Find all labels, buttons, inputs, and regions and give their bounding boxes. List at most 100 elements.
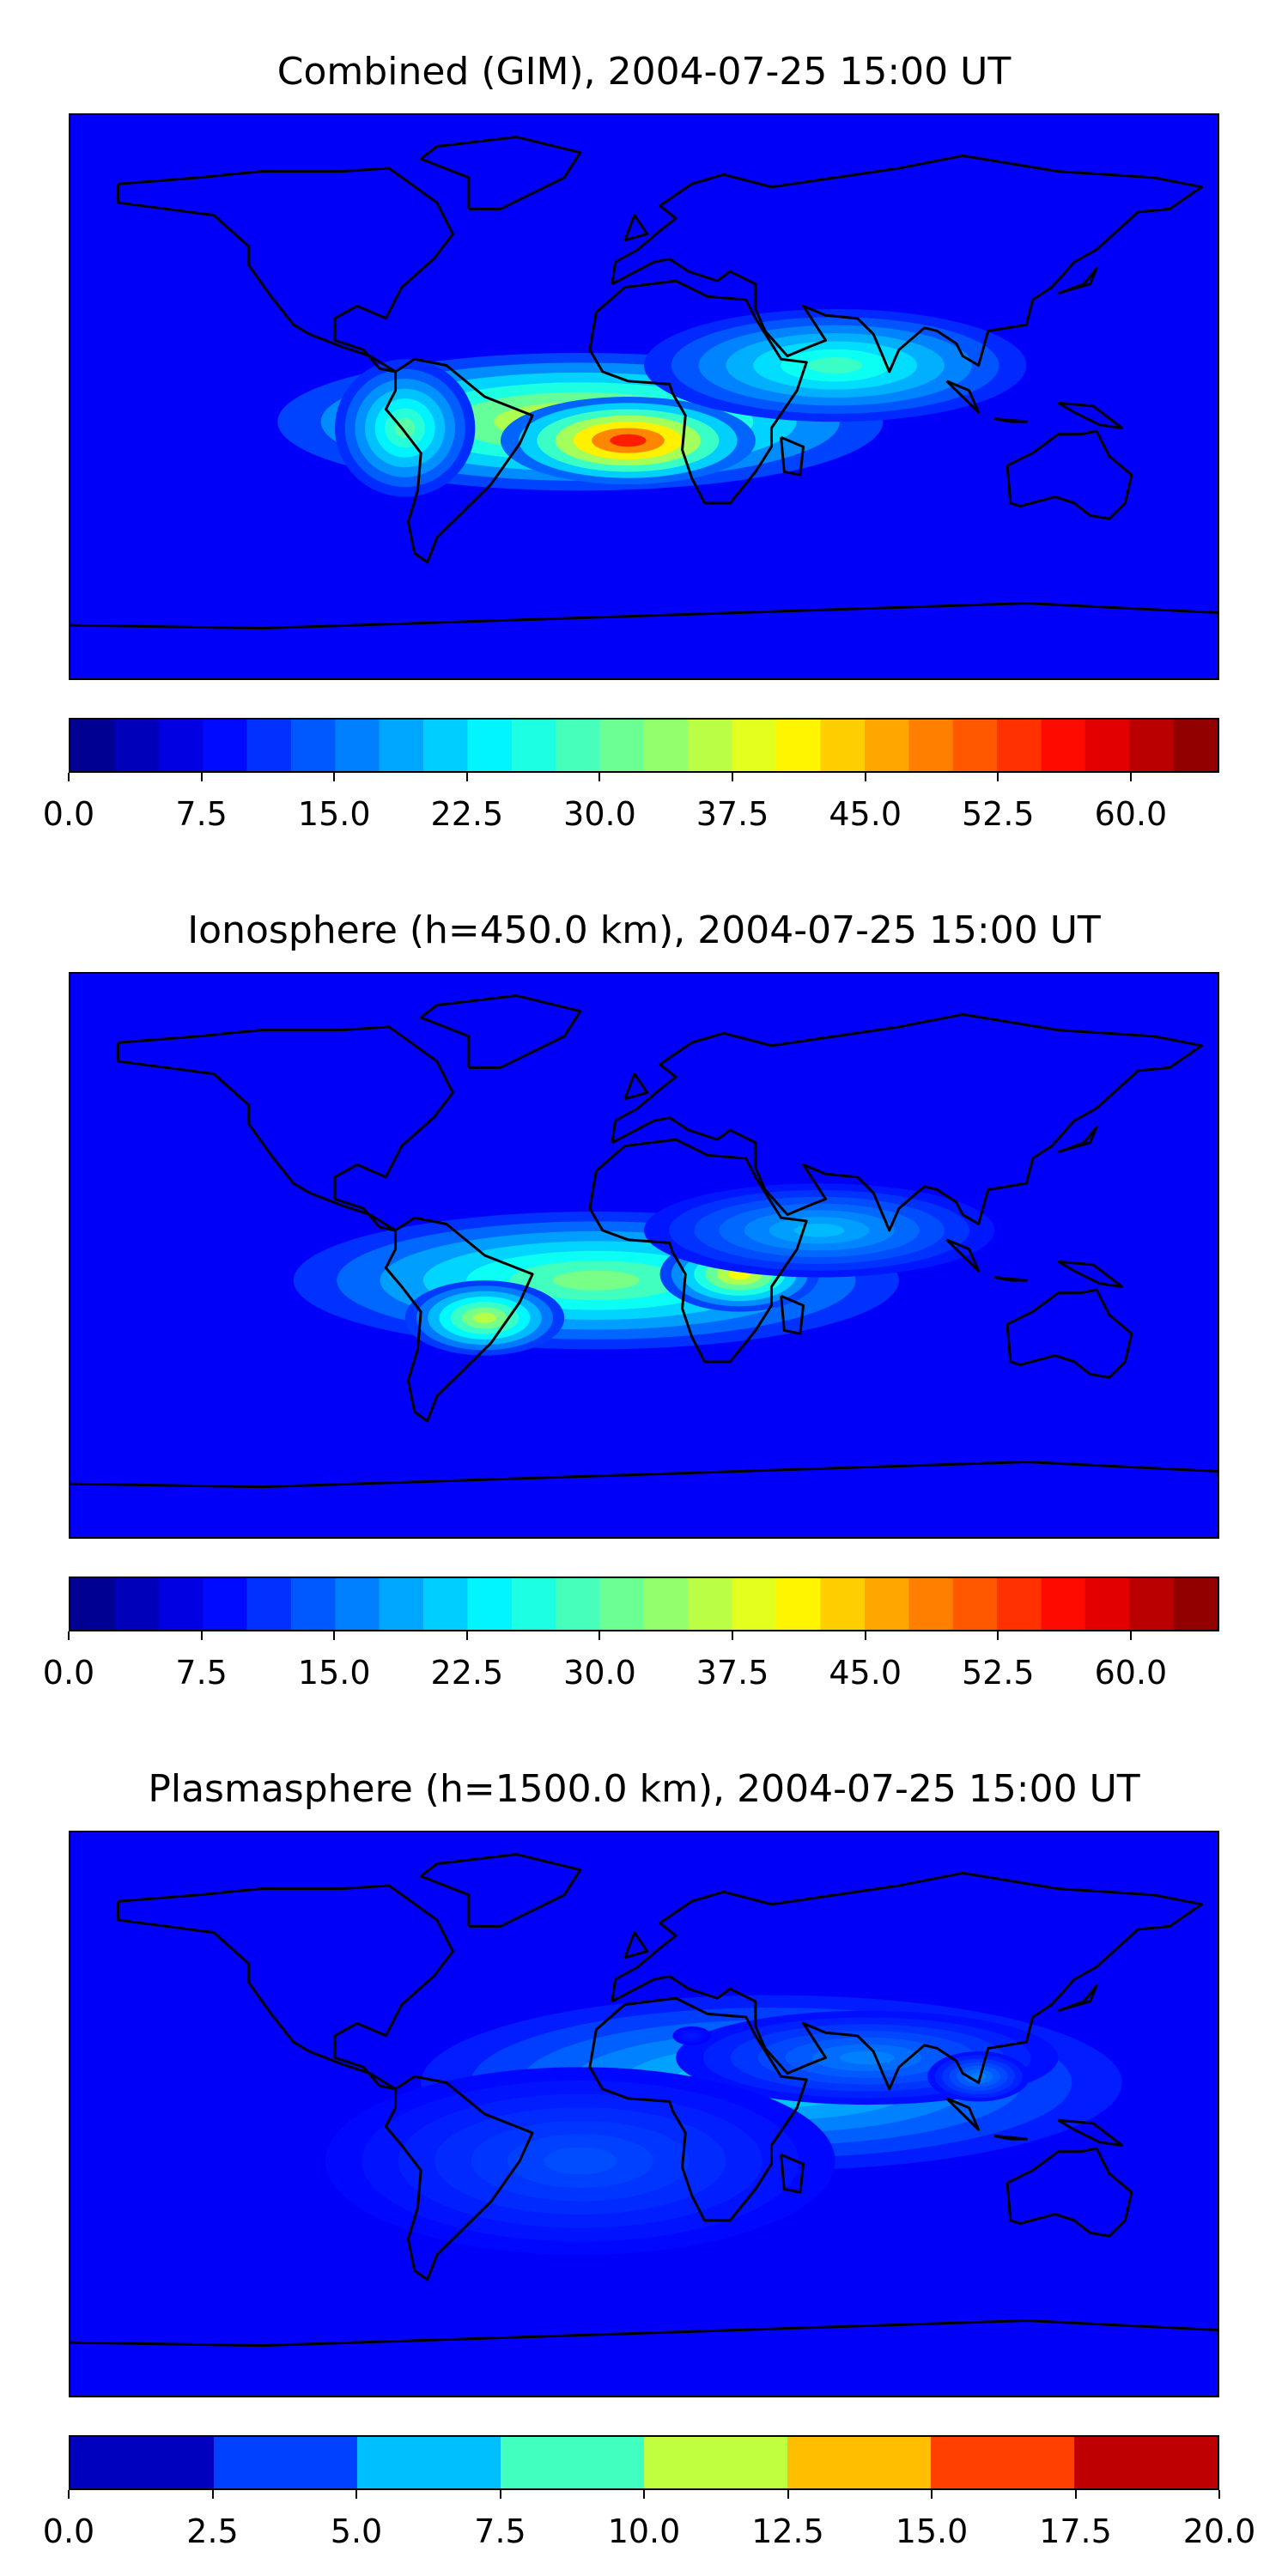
colorbar-level	[556, 720, 601, 771]
colorbar-tick-label: 37.5	[696, 795, 769, 833]
colorbar-level	[688, 1578, 733, 1630]
colorbar-level	[1084, 720, 1130, 771]
colorbar-tick-label: 12.5	[751, 2512, 824, 2550]
colorbar-tick	[997, 1631, 999, 1640]
colorbar-tick-label: 37.5	[696, 1654, 769, 1692]
colorbar-level	[70, 2437, 215, 2488]
colorbar-level	[1173, 1578, 1218, 1630]
colorbar-level	[246, 1578, 292, 1630]
colorbar-level	[556, 1578, 601, 1630]
panel-combined: Combined (GIM), 2004-07-25 15:00 UT 0.0 7…	[0, 0, 1288, 859]
colorbar-level	[1084, 1578, 1130, 1630]
map-svg	[70, 974, 1218, 1537]
coastline	[945, 380, 981, 414]
colorbar-tick-label: 52.5	[961, 1654, 1035, 1692]
panel-ionosphere: Ionosphere (h=450.0 km), 2004-07-25 15:0…	[0, 859, 1288, 1717]
colorbar-level	[511, 1578, 556, 1630]
colorbar-level	[203, 1578, 248, 1630]
colorbar-level	[644, 1578, 689, 1630]
colorbar-level	[379, 720, 424, 771]
colorbar-tick-label: 22.5	[430, 795, 504, 833]
field-region	[807, 357, 863, 374]
colorbar-tick	[598, 773, 601, 781]
colorbar-tick-label: 7.5	[474, 2512, 526, 2550]
coastline	[945, 2097, 981, 2131]
colorbar-tick	[598, 1631, 601, 1640]
coastline	[1005, 429, 1133, 520]
colorbar-tick	[355, 2490, 357, 2499]
colorbar-tick-label: 10.0	[607, 2512, 681, 2550]
colorbar-level	[732, 720, 777, 771]
colorbar-level	[158, 1578, 204, 1630]
map-svg	[70, 115, 1218, 678]
coastline	[623, 1931, 649, 1959]
coastline	[780, 1295, 805, 1335]
panel-title: Combined (GIM), 2004-07-25 15:00 UT	[276, 50, 1012, 94]
coastline	[611, 1012, 1203, 1232]
colorbar-tick	[68, 2490, 70, 2499]
colorbar-tick	[200, 1631, 203, 1640]
colorbar-ticks: 0.0 7.5 15.0 22.5 30.0 37.5 45.0 52.5 60.0	[43, 1631, 1219, 1690]
coastline	[993, 2135, 1028, 2141]
field-region	[839, 2050, 895, 2065]
colorbar-level	[467, 1578, 513, 1630]
colorbar-level	[70, 720, 115, 771]
colorbar-level	[820, 720, 866, 771]
colorbar-level	[864, 720, 909, 771]
colorbar-tick	[864, 773, 866, 781]
coastline	[623, 1072, 649, 1101]
coastline	[419, 136, 582, 210]
colorbar-tick	[333, 773, 336, 781]
colorbar-level	[290, 720, 336, 771]
coastline	[1057, 1984, 1098, 2013]
colorbar-tick	[732, 773, 734, 781]
colorbar-level	[908, 1578, 954, 1630]
field-region	[544, 2148, 617, 2175]
panel-title: Plasmasphere (h=1500.0 km), 2004-07-25 1…	[148, 1767, 1140, 1811]
colorbar-tick-label: 15.0	[895, 2512, 969, 2550]
colorbar-level	[203, 720, 248, 771]
colorbar-level	[114, 720, 160, 771]
colorbar-tick-label: 20.0	[1182, 2512, 1256, 2550]
coastline	[588, 1138, 808, 1364]
field-region	[689, 2034, 695, 2038]
colorbar-tick-label: 22.5	[430, 1654, 504, 1692]
colorbar-tick	[1129, 773, 1132, 781]
colorbar-level	[599, 720, 645, 771]
colorbar-tick-label: 60.0	[1094, 795, 1168, 833]
coastline	[1057, 1126, 1098, 1154]
colorbar-level	[787, 2437, 932, 2488]
coastline	[419, 1853, 582, 1928]
field-region	[793, 1224, 845, 1237]
coastline	[384, 1216, 534, 1423]
colorbar	[69, 718, 1219, 773]
colorbar-level	[776, 720, 822, 771]
colorbar-level	[379, 1578, 424, 1630]
colorbar-level	[997, 1578, 1042, 1630]
colorbar-level	[952, 720, 998, 771]
field-region	[610, 434, 647, 447]
colorbar-tick-label: 2.5	[186, 2512, 239, 2550]
coastline	[1005, 2147, 1133, 2238]
colorbar-level	[501, 2437, 645, 2488]
panel-title: Ionosphere (h=450.0 km), 2004-07-25 15:0…	[187, 908, 1101, 952]
colorbar-tick	[211, 2490, 214, 2499]
coastline	[419, 994, 582, 1069]
coastline	[70, 602, 1218, 630]
colorbar-level	[688, 720, 733, 771]
colorbar-ticks: 0.0 7.5 15.0 22.5 30.0 37.5 45.0 52.5 60.0	[43, 773, 1219, 831]
colorbar-level	[214, 2437, 358, 2488]
coastline	[588, 279, 808, 505]
colorbar-level	[1041, 1578, 1086, 1630]
coastline	[117, 1884, 454, 2091]
colorbar-tick	[1218, 2490, 1220, 2499]
world-map	[69, 972, 1219, 1539]
colorbar-tick-label: 0.0	[42, 795, 95, 833]
coastline	[117, 1025, 454, 1232]
colorbar-level	[952, 1578, 998, 1630]
panel-plasmasphere: Plasmasphere (h=1500.0 km), 2004-07-25 1…	[0, 1717, 1288, 2576]
colorbar-tick	[931, 2490, 933, 2499]
coastline	[1057, 267, 1098, 295]
coastline	[384, 357, 534, 564]
colorbar-level	[1074, 2437, 1218, 2488]
